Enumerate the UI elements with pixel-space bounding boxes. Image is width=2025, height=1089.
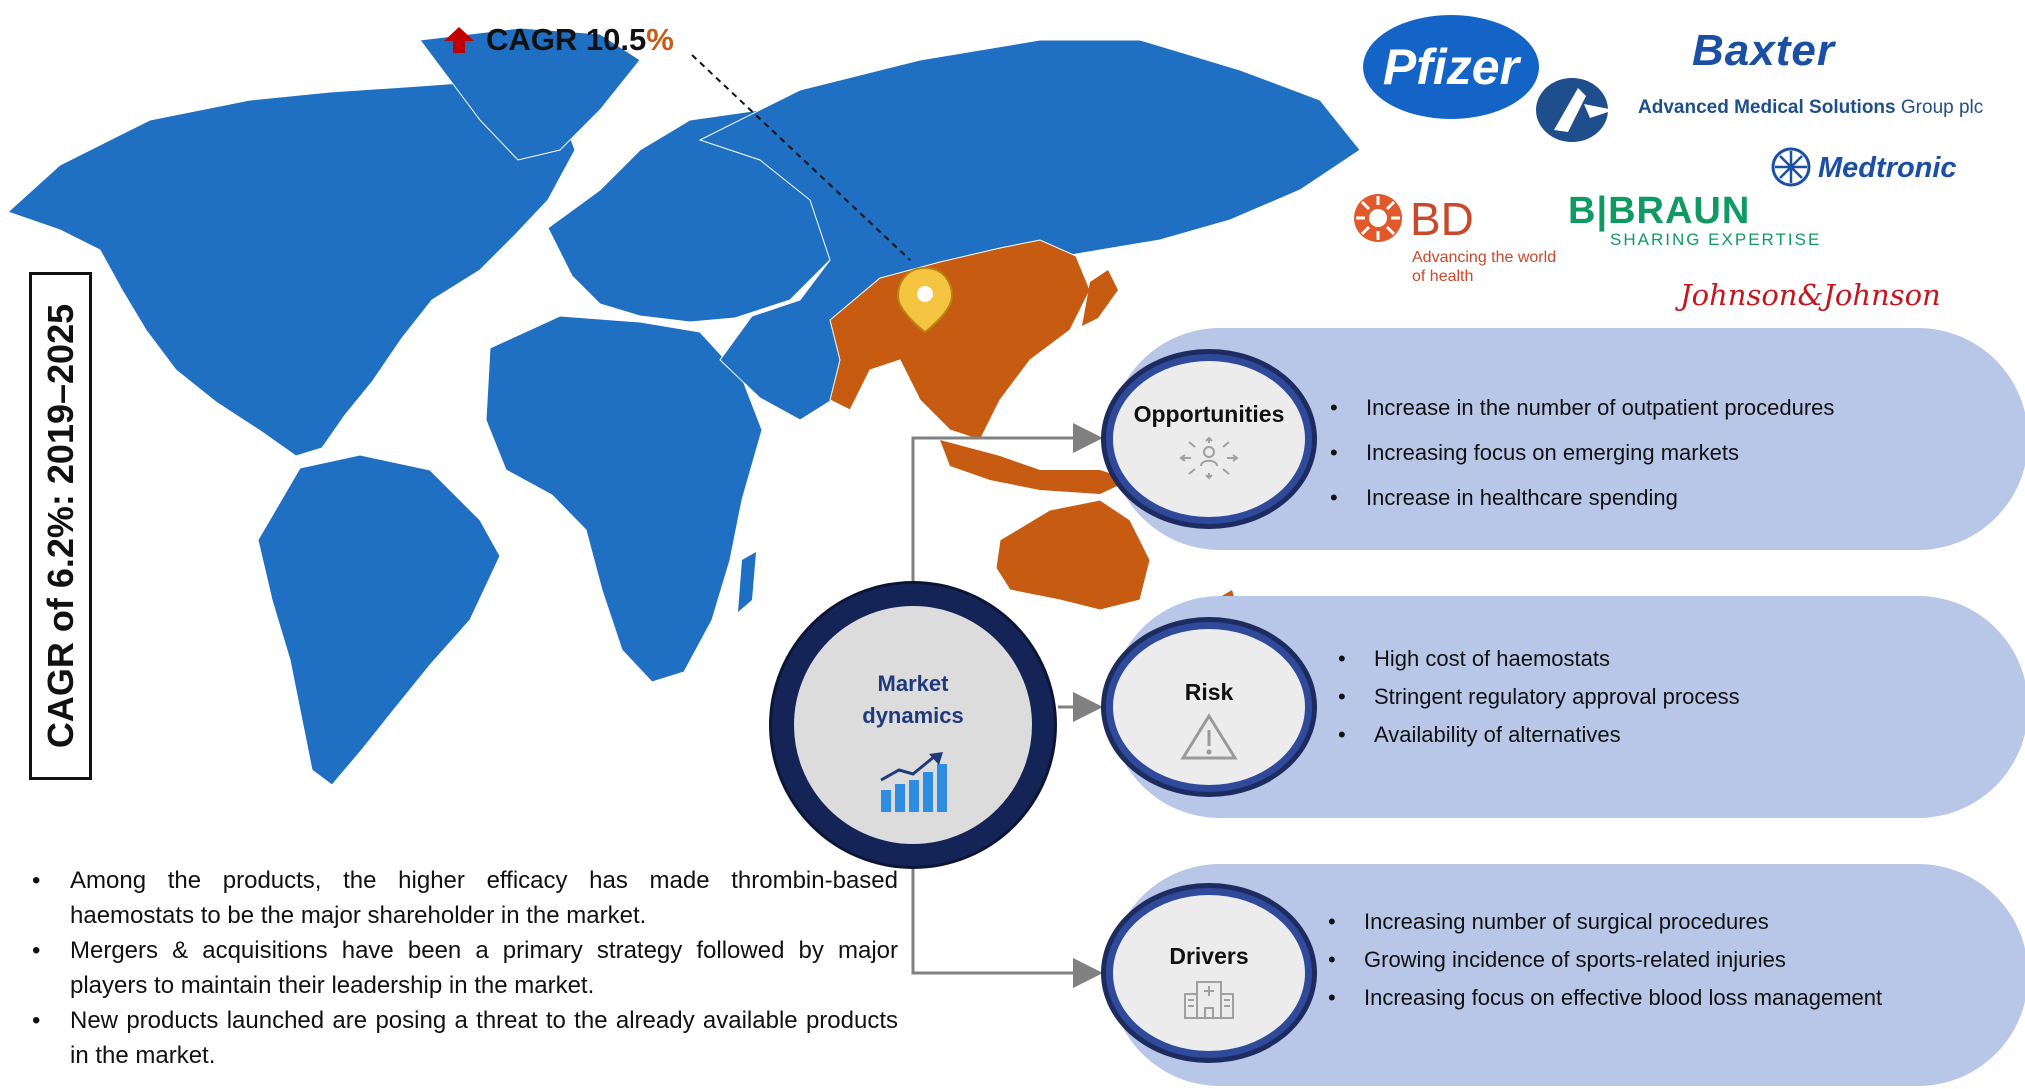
list-item: Increasing number of surgical procedures <box>1328 909 1882 935</box>
map-madagascar <box>738 552 756 612</box>
risk-list: High cost of haemostats Stringent regula… <box>1338 646 1740 760</box>
summary-item: Mergers & acquisitions have been a prima… <box>32 933 898 1003</box>
map-indonesia <box>940 440 1130 494</box>
drivers-title: Drivers <box>1169 943 1249 969</box>
list-item: Increase in healthcare spending <box>1330 485 1834 511</box>
growth-chart-icon <box>880 752 947 812</box>
connector-opportunities <box>911 423 1103 584</box>
johnson-and-johnson-logo: Johnson&Johnson <box>1680 278 1941 312</box>
ams-logo-suffix: Group plc <box>1900 97 1984 118</box>
map-australia <box>995 499 1151 611</box>
map-south-america <box>257 454 501 786</box>
overall-cagr-box: CAGR of 6.2%: 2019–2025 <box>29 272 92 780</box>
regional-cagr-label: CAGR 10.5% <box>442 18 674 62</box>
pfizer-logo-text: Pfizer <box>1383 39 1522 95</box>
warning-icon <box>1180 713 1238 760</box>
list-item: Growing incidence of sports-related inju… <box>1328 947 1882 973</box>
ams-logo-icon <box>1536 78 1614 142</box>
map-asia-pacific <box>829 239 1091 441</box>
people-network-icon <box>1179 436 1239 480</box>
hospital-building-icon <box>1184 981 1234 1019</box>
up-arrow-icon <box>444 27 474 53</box>
list-item: Stringent regulatory approval process <box>1338 684 1740 710</box>
bd-tagline: Advancing the world of health <box>1412 249 1557 285</box>
risk-circle: Risk <box>1106 622 1312 792</box>
map-north-america <box>7 79 576 457</box>
drivers-list: Increasing number of surgical procedures… <box>1328 909 1882 1023</box>
opportunities-title: Opportunities <box>1133 401 1285 427</box>
medtronic-logo: Medtronic <box>1818 152 1957 184</box>
bd-logo-icon <box>1354 194 1402 242</box>
summary-item: Among the products, the higher efficacy … <box>32 863 898 933</box>
map-greenland <box>419 27 641 161</box>
ams-logo-name: Advanced Medical Solutions <box>1638 97 1896 118</box>
bbraun-logo: B|BRAUN <box>1568 190 1751 232</box>
market-dynamics-line2: dynamics <box>862 703 964 728</box>
market-dynamics-circle: Market dynamics <box>772 584 1054 866</box>
bd-logo: BD <box>1410 193 1474 245</box>
location-pin-icon <box>896 266 954 334</box>
bbraun-tagline: SHARING EXPERTISE <box>1610 230 1822 249</box>
baxter-logo: Baxter <box>1692 26 1835 75</box>
list-item: Increasing focus on emerging markets <box>1330 440 1834 466</box>
ams-logo-text: Advanced Medical Solutions Group plc <box>1638 97 1983 119</box>
list-item: Increase in the number of outpatient pro… <box>1330 395 1834 421</box>
regional-cagr-value: CAGR 10.5 <box>486 22 647 57</box>
market-dynamics-line1: Market <box>877 671 949 696</box>
market-dynamics-title: Market dynamics <box>862 668 964 732</box>
list-item: High cost of haemostats <box>1338 646 1740 672</box>
map-africa <box>485 315 763 683</box>
cagr-leader-line <box>691 54 911 261</box>
risk-title: Risk <box>1184 679 1234 705</box>
regional-cagr-percent: % <box>646 22 674 57</box>
opportunities-list: Increase in the number of outpatient pro… <box>1330 395 1834 530</box>
connector-drivers <box>911 866 1103 988</box>
medtronic-logo-icon <box>1771 147 1811 187</box>
drivers-circle: Drivers <box>1106 888 1312 1058</box>
opportunities-circle: Opportunities <box>1106 354 1312 524</box>
pfizer-logo: Pfizer <box>1363 15 1539 119</box>
list-item: Availability of alternatives <box>1338 722 1740 748</box>
list-item: Increasing focus on effective blood loss… <box>1328 985 1882 1011</box>
map-japan <box>1082 270 1118 326</box>
summary-item: New products launched are posing a threa… <box>32 1003 898 1073</box>
summary-bullets: Among the products, the higher efficacy … <box>32 863 898 1073</box>
world-map <box>7 27 1361 786</box>
